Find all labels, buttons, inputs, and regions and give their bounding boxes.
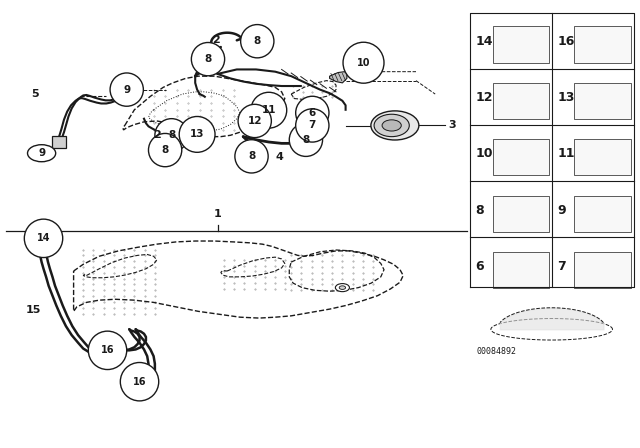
Text: 4: 4	[276, 152, 284, 162]
Text: 7: 7	[557, 260, 566, 273]
Text: 9: 9	[38, 148, 45, 158]
Ellipse shape	[24, 219, 63, 258]
Ellipse shape	[374, 114, 410, 137]
FancyBboxPatch shape	[575, 196, 631, 232]
FancyBboxPatch shape	[575, 252, 631, 288]
Ellipse shape	[155, 119, 188, 152]
Text: 1: 1	[214, 209, 221, 219]
Text: 6: 6	[476, 260, 484, 273]
Text: 14: 14	[476, 34, 493, 48]
Text: 00084892: 00084892	[477, 347, 517, 356]
FancyBboxPatch shape	[493, 83, 549, 119]
Ellipse shape	[289, 123, 323, 156]
Text: 12: 12	[476, 91, 493, 104]
Ellipse shape	[179, 116, 215, 152]
Text: 10: 10	[476, 147, 493, 160]
Ellipse shape	[235, 140, 268, 173]
Text: 2: 2	[212, 35, 220, 45]
FancyBboxPatch shape	[575, 83, 631, 119]
Ellipse shape	[110, 73, 143, 106]
Text: 8: 8	[302, 135, 310, 145]
Text: 10: 10	[356, 58, 371, 68]
Text: 16: 16	[100, 345, 115, 355]
Text: 6: 6	[308, 108, 316, 118]
Text: 2: 2	[153, 130, 161, 140]
Text: 8: 8	[476, 204, 484, 217]
Text: 8: 8	[161, 145, 169, 155]
Text: 8: 8	[248, 151, 255, 161]
Ellipse shape	[191, 43, 225, 76]
Ellipse shape	[28, 145, 56, 162]
Ellipse shape	[241, 25, 274, 58]
Ellipse shape	[335, 284, 349, 292]
Text: 15: 15	[26, 305, 41, 315]
Text: 12: 12	[248, 116, 262, 126]
Ellipse shape	[339, 286, 346, 289]
Text: 9: 9	[557, 204, 566, 217]
Text: 13: 13	[190, 129, 204, 139]
FancyBboxPatch shape	[575, 26, 631, 63]
Text: 8: 8	[168, 130, 175, 140]
Ellipse shape	[148, 134, 182, 167]
FancyBboxPatch shape	[493, 26, 549, 63]
Text: 8: 8	[253, 36, 261, 46]
Text: 13: 13	[557, 91, 575, 104]
Ellipse shape	[343, 42, 384, 83]
Text: 11: 11	[262, 105, 276, 115]
FancyBboxPatch shape	[493, 196, 549, 232]
Ellipse shape	[144, 382, 157, 390]
Text: 16: 16	[557, 34, 575, 48]
Ellipse shape	[382, 120, 401, 131]
Polygon shape	[330, 72, 347, 83]
FancyBboxPatch shape	[493, 252, 549, 288]
Ellipse shape	[371, 111, 419, 140]
FancyBboxPatch shape	[493, 139, 549, 175]
Text: 7: 7	[308, 121, 316, 130]
FancyBboxPatch shape	[52, 136, 66, 148]
Ellipse shape	[296, 96, 329, 129]
Ellipse shape	[251, 92, 287, 128]
Text: 8: 8	[204, 54, 212, 64]
Text: 14: 14	[36, 233, 51, 243]
Ellipse shape	[238, 104, 271, 138]
Text: 9: 9	[123, 85, 131, 95]
Text: 16: 16	[132, 377, 147, 387]
FancyBboxPatch shape	[575, 139, 631, 175]
Text: 11: 11	[557, 147, 575, 160]
Ellipse shape	[88, 331, 127, 370]
Text: 5: 5	[31, 89, 39, 99]
Text: 3: 3	[449, 121, 456, 130]
Ellipse shape	[120, 362, 159, 401]
Ellipse shape	[296, 109, 329, 142]
